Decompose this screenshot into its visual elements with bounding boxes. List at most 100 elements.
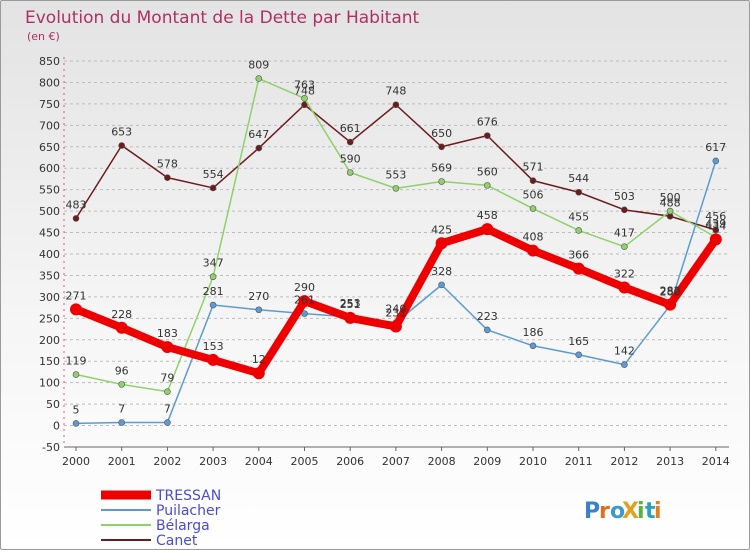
point-belarga [666, 207, 674, 215]
x-tick-label: 2002 [153, 455, 181, 468]
point-belarga [72, 371, 80, 378]
data-label-canet: 578 [157, 158, 178, 171]
point-puilacher [209, 301, 217, 309]
x-tick-label: 2007 [382, 455, 410, 468]
y-tick-label: 800 [39, 76, 60, 89]
data-label-tressan: 322 [614, 267, 635, 280]
data-label-belarga: 96 [115, 364, 129, 377]
point-belarga [438, 178, 445, 185]
point-belarga [209, 273, 217, 281]
data-label-canet: 676 [477, 116, 498, 129]
data-label-belarga: 590 [340, 153, 361, 166]
proxiti-logo: Pr oXi ti [584, 499, 662, 524]
x-tick-label: 2010 [519, 455, 547, 468]
y-tick-label: 650 [39, 141, 60, 154]
data-label-puilacher: 261 [294, 294, 315, 307]
chart-title: Evolution du Montant de la Dette par Hab… [25, 8, 420, 28]
legend-label-belarga: Bélarga [156, 518, 210, 534]
data-label-belarga: 439 [705, 217, 726, 230]
point-canet [118, 142, 125, 149]
point-puilacher [255, 306, 263, 314]
data-label-tressan: 282 [660, 285, 681, 298]
data-label-canet: 661 [340, 122, 361, 135]
x-tick-label: 2000 [62, 455, 90, 468]
point-canet [164, 174, 171, 181]
logo-letter: i [637, 499, 645, 524]
x-tick-label: 2011 [565, 455, 593, 468]
data-label-puilacher: 240 [385, 303, 406, 316]
data-label-belarga: 763 [294, 78, 315, 91]
data-label-canet: 456 [705, 210, 726, 223]
data-label-belarga: 553 [385, 168, 406, 181]
data-label-canet: 647 [248, 128, 269, 141]
point-tressan [709, 233, 722, 246]
data-label-tressan: 251 [340, 298, 361, 311]
data-label-puilacher: 617 [705, 141, 726, 154]
data-label-tressan: 425 [431, 223, 452, 236]
data-label-tressan: 271 [66, 289, 87, 302]
logo-letter: o [610, 499, 625, 524]
point-tressan [481, 223, 494, 236]
point-belarga [529, 205, 537, 212]
point-tressan [618, 281, 631, 294]
point-canet [392, 101, 400, 109]
data-label-tressan: 231 [385, 306, 406, 319]
y-tick-label: 700 [39, 119, 60, 132]
point-puilacher [575, 351, 583, 359]
point-tressan [252, 367, 265, 380]
point-tressan [207, 353, 220, 366]
data-label-tressan: 12 [252, 353, 266, 366]
x-tick-label: 2001 [108, 455, 136, 468]
logo-letter: t [645, 499, 656, 524]
data-label-belarga: 809 [248, 59, 269, 72]
point-belarga [118, 381, 125, 388]
data-label-tressan: 228 [111, 308, 132, 321]
data-label-puilacher: 7 [164, 403, 171, 416]
data-label-canet: 503 [614, 190, 635, 203]
x-tick-label: 2006 [336, 455, 364, 468]
data-label-puilacher: 281 [203, 285, 224, 298]
point-belarga [164, 388, 171, 395]
logo-letter: i [654, 499, 662, 524]
point-puilacher [483, 326, 491, 334]
data-label-puilacher: 280 [660, 285, 681, 298]
point-tressan [389, 320, 402, 333]
data-label-tressan: 366 [568, 249, 589, 262]
x-tick-label: 2008 [428, 455, 456, 468]
legend-label-puilacher: Puilacher [156, 503, 221, 519]
point-canet [72, 215, 80, 222]
data-label-tressan: 458 [477, 209, 498, 222]
y-tick-label: 50 [46, 398, 60, 411]
logo-letter: P [584, 499, 600, 524]
point-canet [529, 177, 537, 184]
data-label-belarga: 560 [477, 165, 498, 178]
point-canet [209, 184, 217, 192]
data-label-puilacher: 165 [568, 335, 589, 348]
data-label-canet: 748 [385, 85, 406, 98]
x-tick-label: 2005 [291, 455, 319, 468]
data-label-puilacher: 7 [118, 403, 125, 416]
y-tick-label: 850 [39, 55, 60, 68]
data-label-puilacher: 186 [523, 326, 544, 339]
point-tressan [161, 341, 174, 354]
point-canet [712, 226, 720, 234]
point-puilacher [72, 420, 80, 427]
point-tressan [572, 262, 585, 275]
data-label-puilacher: 142 [614, 345, 635, 358]
y-tick-label: 350 [39, 269, 60, 282]
data-label-canet: 488 [660, 196, 681, 209]
data-label-tressan: 408 [523, 231, 544, 244]
data-label-belarga: 119 [66, 355, 87, 368]
point-canet [483, 132, 491, 139]
data-label-belarga: 347 [203, 257, 224, 270]
data-label-belarga: 79 [160, 372, 174, 385]
data-label-puilacher: 328 [431, 265, 452, 278]
point-canet [255, 144, 263, 152]
y-tick-label: 300 [39, 291, 60, 304]
y-tick-label: 400 [39, 248, 60, 261]
y-tick-label: 150 [39, 355, 60, 368]
x-tick-label: 2004 [245, 455, 273, 468]
data-label-belarga: 455 [568, 210, 589, 223]
point-belarga [255, 75, 263, 82]
